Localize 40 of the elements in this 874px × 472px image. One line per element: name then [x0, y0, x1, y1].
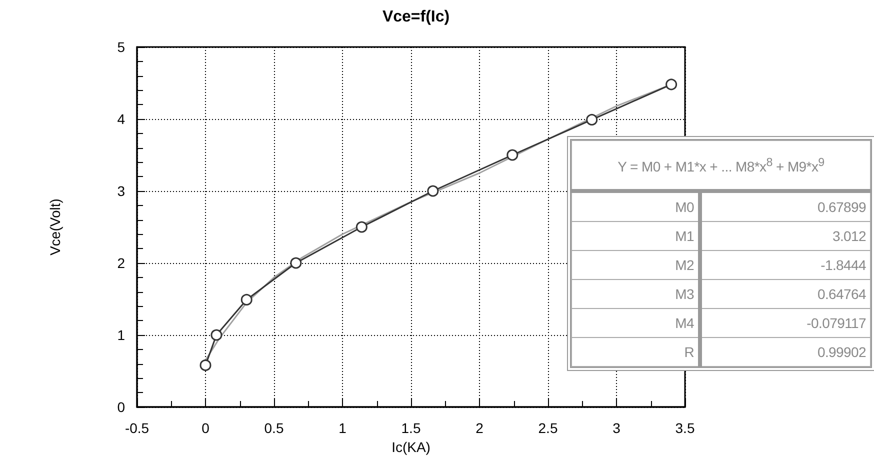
point — [356, 221, 368, 233]
y-axis-title: Vce(Volt) — [47, 198, 63, 256]
x-tick-label: 1.5 — [401, 420, 421, 436]
annotation: M0 — [572, 191, 700, 222]
text: 3.012 — [832, 228, 866, 244]
point — [586, 114, 598, 126]
y-tick-label: 3 — [117, 183, 126, 199]
text: -1.8444 — [820, 257, 866, 273]
text: 0.64764 — [817, 286, 866, 302]
point — [290, 257, 302, 269]
annotation: M3 — [572, 280, 700, 308]
annotation: M1 — [572, 222, 700, 250]
y-tick-label: 0 — [117, 399, 126, 415]
y-tick-label: 4 — [117, 111, 126, 127]
annotation: Y = M0 + M1*x + ... M8*x$^{8}$ + M9*x$^{9}$ — [572, 140, 870, 191]
x-tick-label: -0.5 — [124, 420, 150, 436]
chart-title: Vce=f(Ic) — [382, 8, 450, 26]
text: 0.99902 — [817, 344, 866, 360]
x-tick-label: 2 — [476, 420, 484, 436]
x-tick-label: 3.5 — [675, 420, 695, 436]
x-tick-label: 3 — [612, 420, 621, 436]
point — [666, 78, 678, 90]
x-tick-label: 0 — [202, 420, 210, 436]
x-tick-label: 1 — [338, 420, 347, 436]
x-axis-title: Ic(KA) — [392, 438, 430, 455]
annotation: R — [572, 338, 700, 366]
text: -0.079117 — [806, 315, 866, 331]
text: 0.67899 — [817, 199, 866, 215]
y-tick-label: 1 — [117, 327, 126, 343]
point — [240, 294, 252, 306]
point — [506, 149, 518, 161]
annotation: M4 — [572, 308, 700, 338]
point — [427, 185, 439, 197]
point — [210, 329, 222, 341]
y-tick-label: 2 — [117, 255, 126, 271]
y-tick-label: 5 — [117, 39, 126, 55]
point — [200, 359, 212, 371]
annotation: M2 — [572, 250, 700, 280]
x-tick-label: 2.5 — [538, 420, 558, 436]
x-tick-label: 0.5 — [264, 420, 284, 436]
